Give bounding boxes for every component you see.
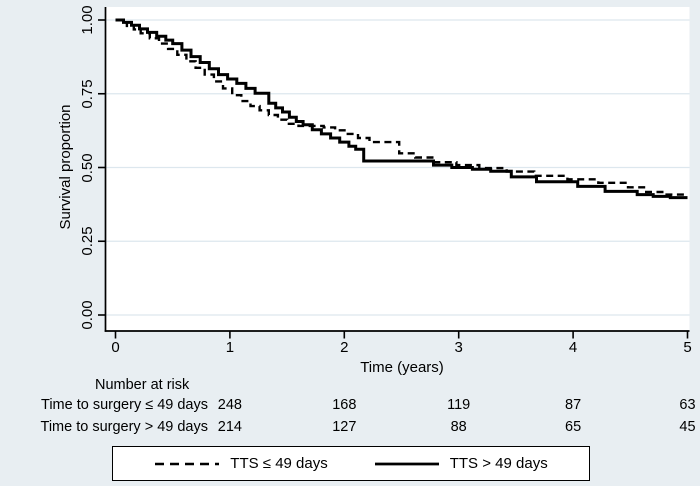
y-tick-label: 0.00 [79,300,96,330]
risk-count: 127 [332,419,357,435]
risk-count: 88 [450,419,467,435]
risk-count: 168 [332,397,357,413]
x-tick-label: 4 [568,339,578,356]
solid-line-sample-icon [374,462,439,465]
legend-label-tts-gt-49: TTS > 49 days [449,455,548,472]
risk-count: 119 [447,397,471,413]
risk-table-title: Number at risk [95,377,190,393]
risk-count: 248 [217,397,242,413]
y-axis-title: Survival proportion [57,104,74,230]
risk-count: 214 [217,419,242,435]
x-tick-label: 0 [111,339,120,356]
x-tick-label: 2 [340,339,349,356]
dashed-line-sample-icon [155,462,220,465]
y-tick-label: 1.00 [79,5,96,35]
risk-row-label-tts-gt-49: Time to surgery > 49 days [40,419,209,435]
x-tick-label: 5 [683,339,692,356]
x-tick-label: 3 [454,339,463,356]
legend-entry-dashed: TTS ≤ 49 days [154,455,328,472]
risk-row-label-tts-le-49: Time to surgery ≤ 49 days [41,397,208,413]
survival-curve-dashed [115,18,689,196]
risk-count: 45 [679,419,696,435]
x-axis-title: Time (years) [360,359,444,376]
risk-count: 63 [679,397,696,413]
legend-label-tts-le-49: TTS ≤ 49 days [230,455,328,472]
legend-box: TTS ≤ 49 days TTS > 49 days [112,446,590,481]
risk-count: 87 [565,397,582,413]
risk-count: 65 [565,419,582,435]
survival-curve-solid [115,18,688,200]
legend-entry-solid: TTS > 49 days [374,455,548,472]
y-tick-label: 0.75 [79,79,96,109]
x-tick-label: 1 [225,339,235,356]
y-tick-label: 0.25 [79,226,96,256]
y-tick-label: 0.50 [79,152,96,183]
